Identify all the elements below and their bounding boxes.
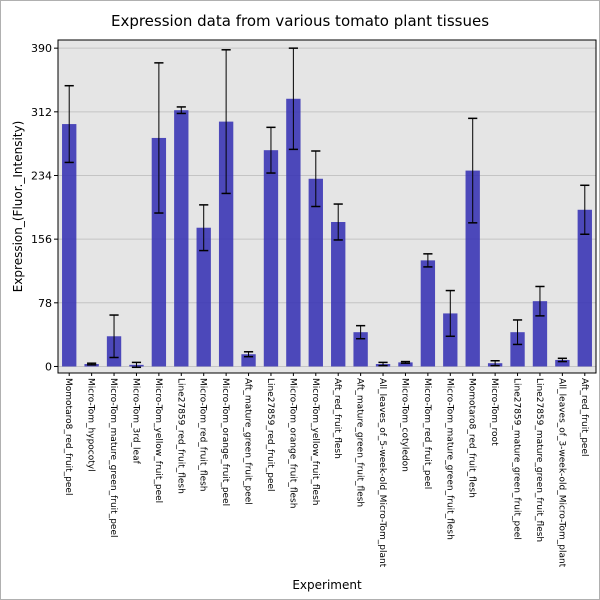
x-tick-label: Micro-Tom_yellow_fruit_flesh — [310, 378, 320, 506]
bar — [151, 137, 167, 367]
error-bar — [356, 324, 366, 340]
error-bar — [221, 49, 231, 195]
error-bar — [378, 361, 388, 367]
error-bar — [468, 117, 478, 224]
bar — [555, 359, 570, 367]
x-tick-label: Micro-Tom_red_fruit_peel — [422, 378, 432, 489]
error-bar — [87, 362, 97, 366]
bar — [532, 301, 548, 367]
bar — [420, 260, 436, 367]
x-tick-label: Micro-Tom_orange_fruit_flesh — [287, 378, 297, 508]
x-axis-label: Experiment — [292, 578, 362, 592]
bar — [62, 124, 77, 367]
error-bar — [176, 106, 186, 115]
x-tick-label: Micro-Tom_hypocotyl — [86, 378, 96, 472]
plot-area — [58, 40, 596, 373]
error-bar — [423, 253, 433, 268]
error-bar — [311, 150, 321, 208]
bar — [331, 222, 346, 367]
x-tick-label: Line27859_mature_green_fruit_flesh — [534, 378, 544, 542]
bar — [263, 150, 279, 367]
x-tick-label: Momotaro8_red_fruit_peel — [63, 378, 73, 495]
bar — [308, 178, 323, 367]
error-bar — [199, 204, 209, 252]
error-bars — [64, 47, 590, 369]
x-tick-label: Aft_red_fruit_peel — [579, 378, 589, 457]
x-tick-label: Line27859_red_fruit_peel — [265, 378, 275, 492]
x-tick-label: Aft_mature_green_fruit_peel — [243, 378, 253, 505]
error-bar — [266, 126, 276, 174]
x-tick-label: Micro-Tom_3rd_leaf — [130, 378, 140, 465]
error-bar — [557, 357, 567, 363]
grid-lines — [58, 47, 596, 367]
bar — [286, 98, 301, 367]
error-bar — [445, 289, 455, 338]
x-tick-label: Micro-Tom_orange_fruit_peel — [220, 378, 230, 506]
error-bar — [333, 203, 343, 241]
plot-border — [57, 39, 597, 374]
error-bar — [243, 351, 254, 358]
bars — [62, 98, 592, 367]
bar — [174, 110, 189, 367]
x-tick-label: Micro-Tom_mature_green_fruit_flesh — [444, 378, 454, 540]
x-tick-label: All_leaves_of_5-week-old_Micro-Tom_plant — [377, 378, 387, 568]
chart-title: Expression data from various tomato plan… — [111, 12, 489, 30]
error-bar — [580, 184, 590, 235]
y-tick-label: 78 — [38, 297, 52, 310]
y-tick-label: 390 — [31, 42, 52, 55]
x-tick-label: Line27859_red_fruit_flesh — [175, 378, 185, 494]
bar — [443, 313, 458, 367]
y-tick-label: 312 — [31, 106, 52, 119]
bar — [218, 121, 234, 367]
bar — [398, 362, 413, 367]
bar — [577, 209, 592, 367]
error-bar — [535, 285, 545, 317]
error-bar — [288, 47, 298, 151]
y-tick-label: 234 — [31, 169, 52, 182]
y-tick-label: 156 — [31, 233, 52, 246]
x-tick-label: Micro-Tom_mature_green_fruit_peel — [108, 378, 118, 538]
x-axis-ticks: Momotaro8_red_fruit_peel Micro-Tom_hypoco… — [63, 373, 589, 568]
error-bar — [490, 360, 500, 367]
bar — [353, 332, 368, 367]
error-bar — [109, 314, 119, 359]
y-tick-label: 0 — [45, 360, 52, 373]
x-tick-label: Micro-Tom_yellow_fruit_peel — [153, 378, 163, 503]
y-axis-label: Expression_(Fluor._Intensity) — [11, 121, 25, 293]
bar — [196, 227, 211, 367]
x-tick-label: All_leaves_of_3-week-old_Micro-Tom_plant — [556, 378, 566, 568]
x-tick-label: Aft_red_fruit_flesh — [332, 378, 342, 459]
x-tick-label: Micro-Tom_red_fruit_flesh — [198, 378, 208, 492]
bar — [465, 170, 480, 367]
x-tick-label: Aft_mature_green_fruit_flesh — [355, 378, 365, 507]
error-bar — [131, 361, 142, 369]
error-bar — [64, 84, 74, 164]
x-tick-label: Momotaro8_red_fruit_flesh — [467, 378, 477, 498]
y-axis-ticks: 0 78 156 234 312 390 — [31, 42, 58, 373]
x-tick-label: Micro-Tom_cotyledon — [399, 378, 409, 472]
bar — [510, 332, 525, 367]
error-bar — [512, 319, 523, 346]
x-tick-label: Line27859_mature_green_fruit_peel — [512, 378, 522, 540]
error-bar — [154, 62, 164, 214]
x-tick-label: Micro-Tom_root — [489, 378, 499, 446]
error-bar — [400, 360, 411, 364]
